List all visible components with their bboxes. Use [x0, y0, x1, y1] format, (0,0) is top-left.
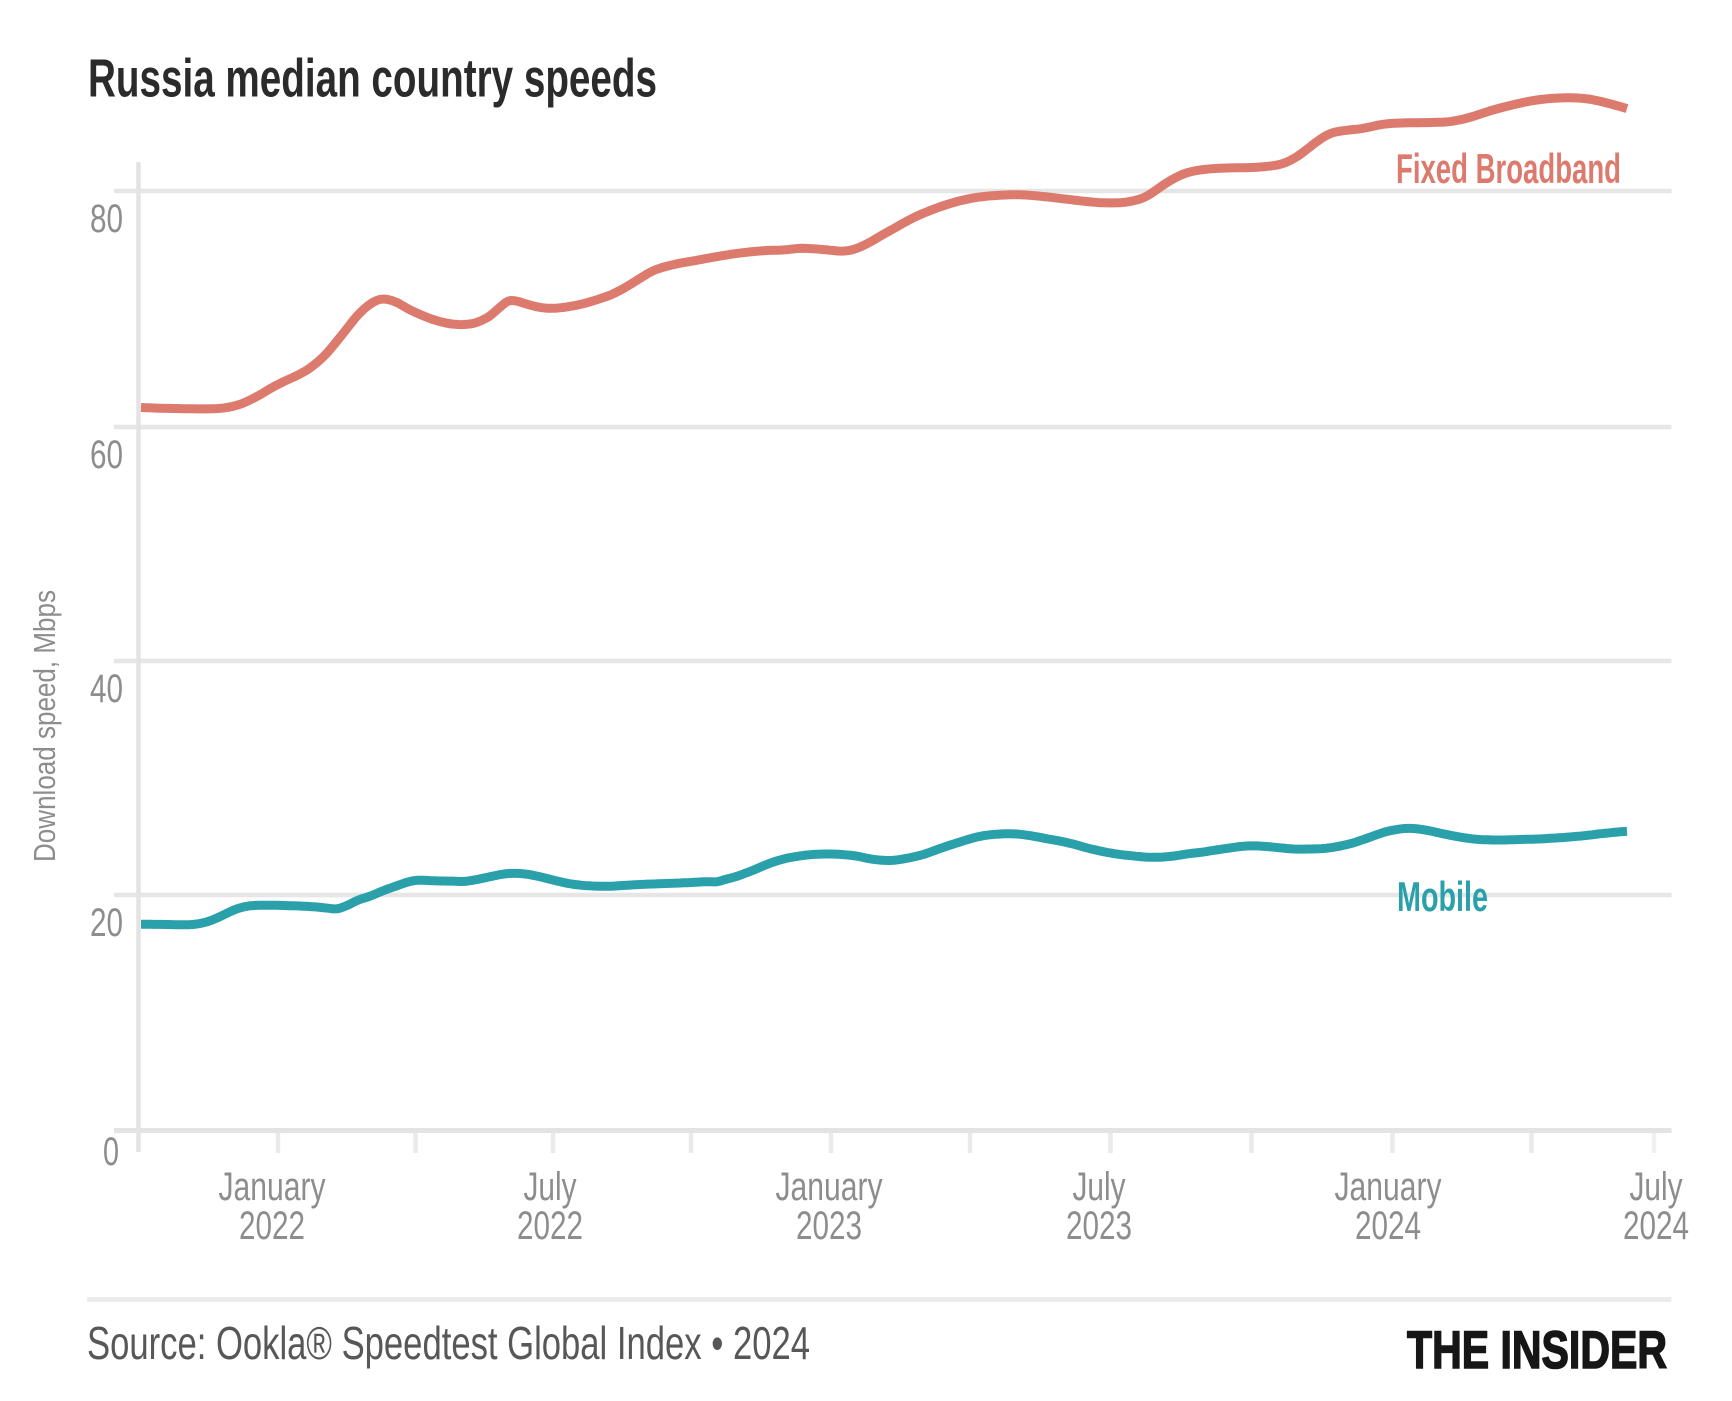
svg-text:2024: 2024	[1623, 1204, 1689, 1248]
svg-text:January: January	[776, 1165, 883, 1209]
svg-text:2022: 2022	[517, 1204, 583, 1248]
svg-text:July: July	[1630, 1165, 1683, 1209]
svg-text:Fixed Broadband: Fixed Broadband	[1396, 145, 1621, 192]
svg-text:Russia median country speeds: Russia median country speeds	[88, 49, 657, 109]
svg-text:Mobile: Mobile	[1397, 873, 1488, 920]
svg-text:2023: 2023	[1066, 1204, 1132, 1248]
svg-text:THE INSIDER: THE INSIDER	[1407, 1321, 1667, 1380]
svg-text:0: 0	[103, 1130, 119, 1174]
svg-text:Download speed, Mbps: Download speed, Mbps	[27, 590, 62, 862]
svg-text:40: 40	[90, 667, 123, 711]
svg-text:2024: 2024	[1355, 1204, 1421, 1248]
svg-text:Source: Ookla® Speedtest Globa: Source: Ookla® Speedtest Global Index • …	[87, 1317, 810, 1369]
svg-text:July: July	[1073, 1165, 1126, 1209]
svg-text:20: 20	[90, 901, 123, 945]
svg-text:60: 60	[90, 433, 123, 477]
svg-text:July: July	[524, 1165, 577, 1209]
svg-text:January: January	[1335, 1165, 1442, 1209]
svg-text:2022: 2022	[239, 1204, 305, 1248]
svg-text:2023: 2023	[796, 1204, 862, 1248]
svg-text:80: 80	[90, 197, 123, 241]
svg-text:January: January	[219, 1165, 326, 1209]
